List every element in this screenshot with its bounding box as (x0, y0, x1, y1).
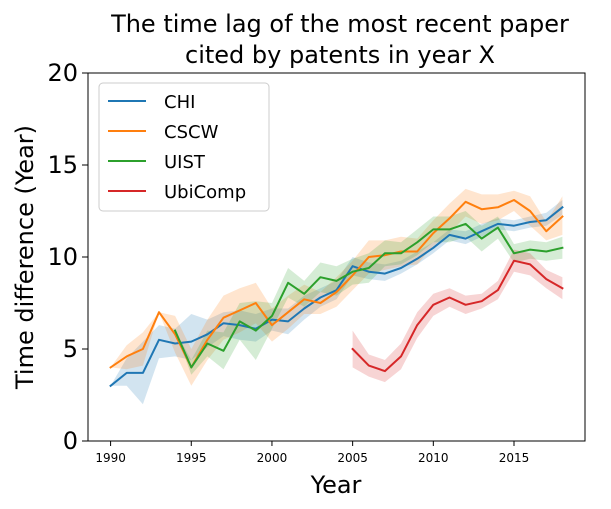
y-axis-title: Time difference (Year) (11, 125, 39, 390)
legend-label-cscw: CSCW (164, 122, 219, 143)
legend-frame (98, 82, 270, 212)
ci-band-uist (175, 211, 563, 375)
series-line-ubicomp (351, 259, 564, 373)
x-tick-label: 2000 (257, 451, 288, 465)
confidence-bands (110, 188, 563, 405)
y-tick-label: 0 (63, 427, 78, 455)
x-tick-label: 2005 (337, 451, 368, 465)
legend-label-uist: UIST (164, 152, 206, 173)
x-axis: 1990 1995 2000 2005 2010 2015 (95, 441, 529, 465)
series-line-chi (109, 205, 564, 388)
chart-title-line-1: The time lag of the most recent paper (110, 10, 569, 38)
legend: CHI CSCW UIST UbiComp (98, 82, 270, 212)
x-tick-label: 2015 (499, 451, 530, 465)
y-tick-label: 15 (47, 151, 78, 179)
y-axis: 0 5 10 15 20 (47, 59, 88, 455)
y-tick-label: 10 (47, 243, 78, 271)
x-tick-label: 2010 (418, 451, 449, 465)
ci-band-cscw (110, 188, 563, 386)
y-tick-label: 20 (47, 59, 78, 87)
legend-label-ubicomp: UbiComp (164, 182, 246, 203)
series-lines (109, 199, 564, 388)
x-axis-title: Year (310, 471, 362, 499)
legend-label-chi: CHI (164, 92, 195, 113)
x-tick-label: 1995 (176, 451, 207, 465)
y-tick-label: 5 (63, 335, 78, 363)
series-line-uist (173, 222, 564, 369)
chart-title-line-2: cited by patents in year X (185, 41, 495, 69)
x-tick-label: 1990 (95, 451, 126, 465)
ci-band-chi (110, 200, 563, 405)
